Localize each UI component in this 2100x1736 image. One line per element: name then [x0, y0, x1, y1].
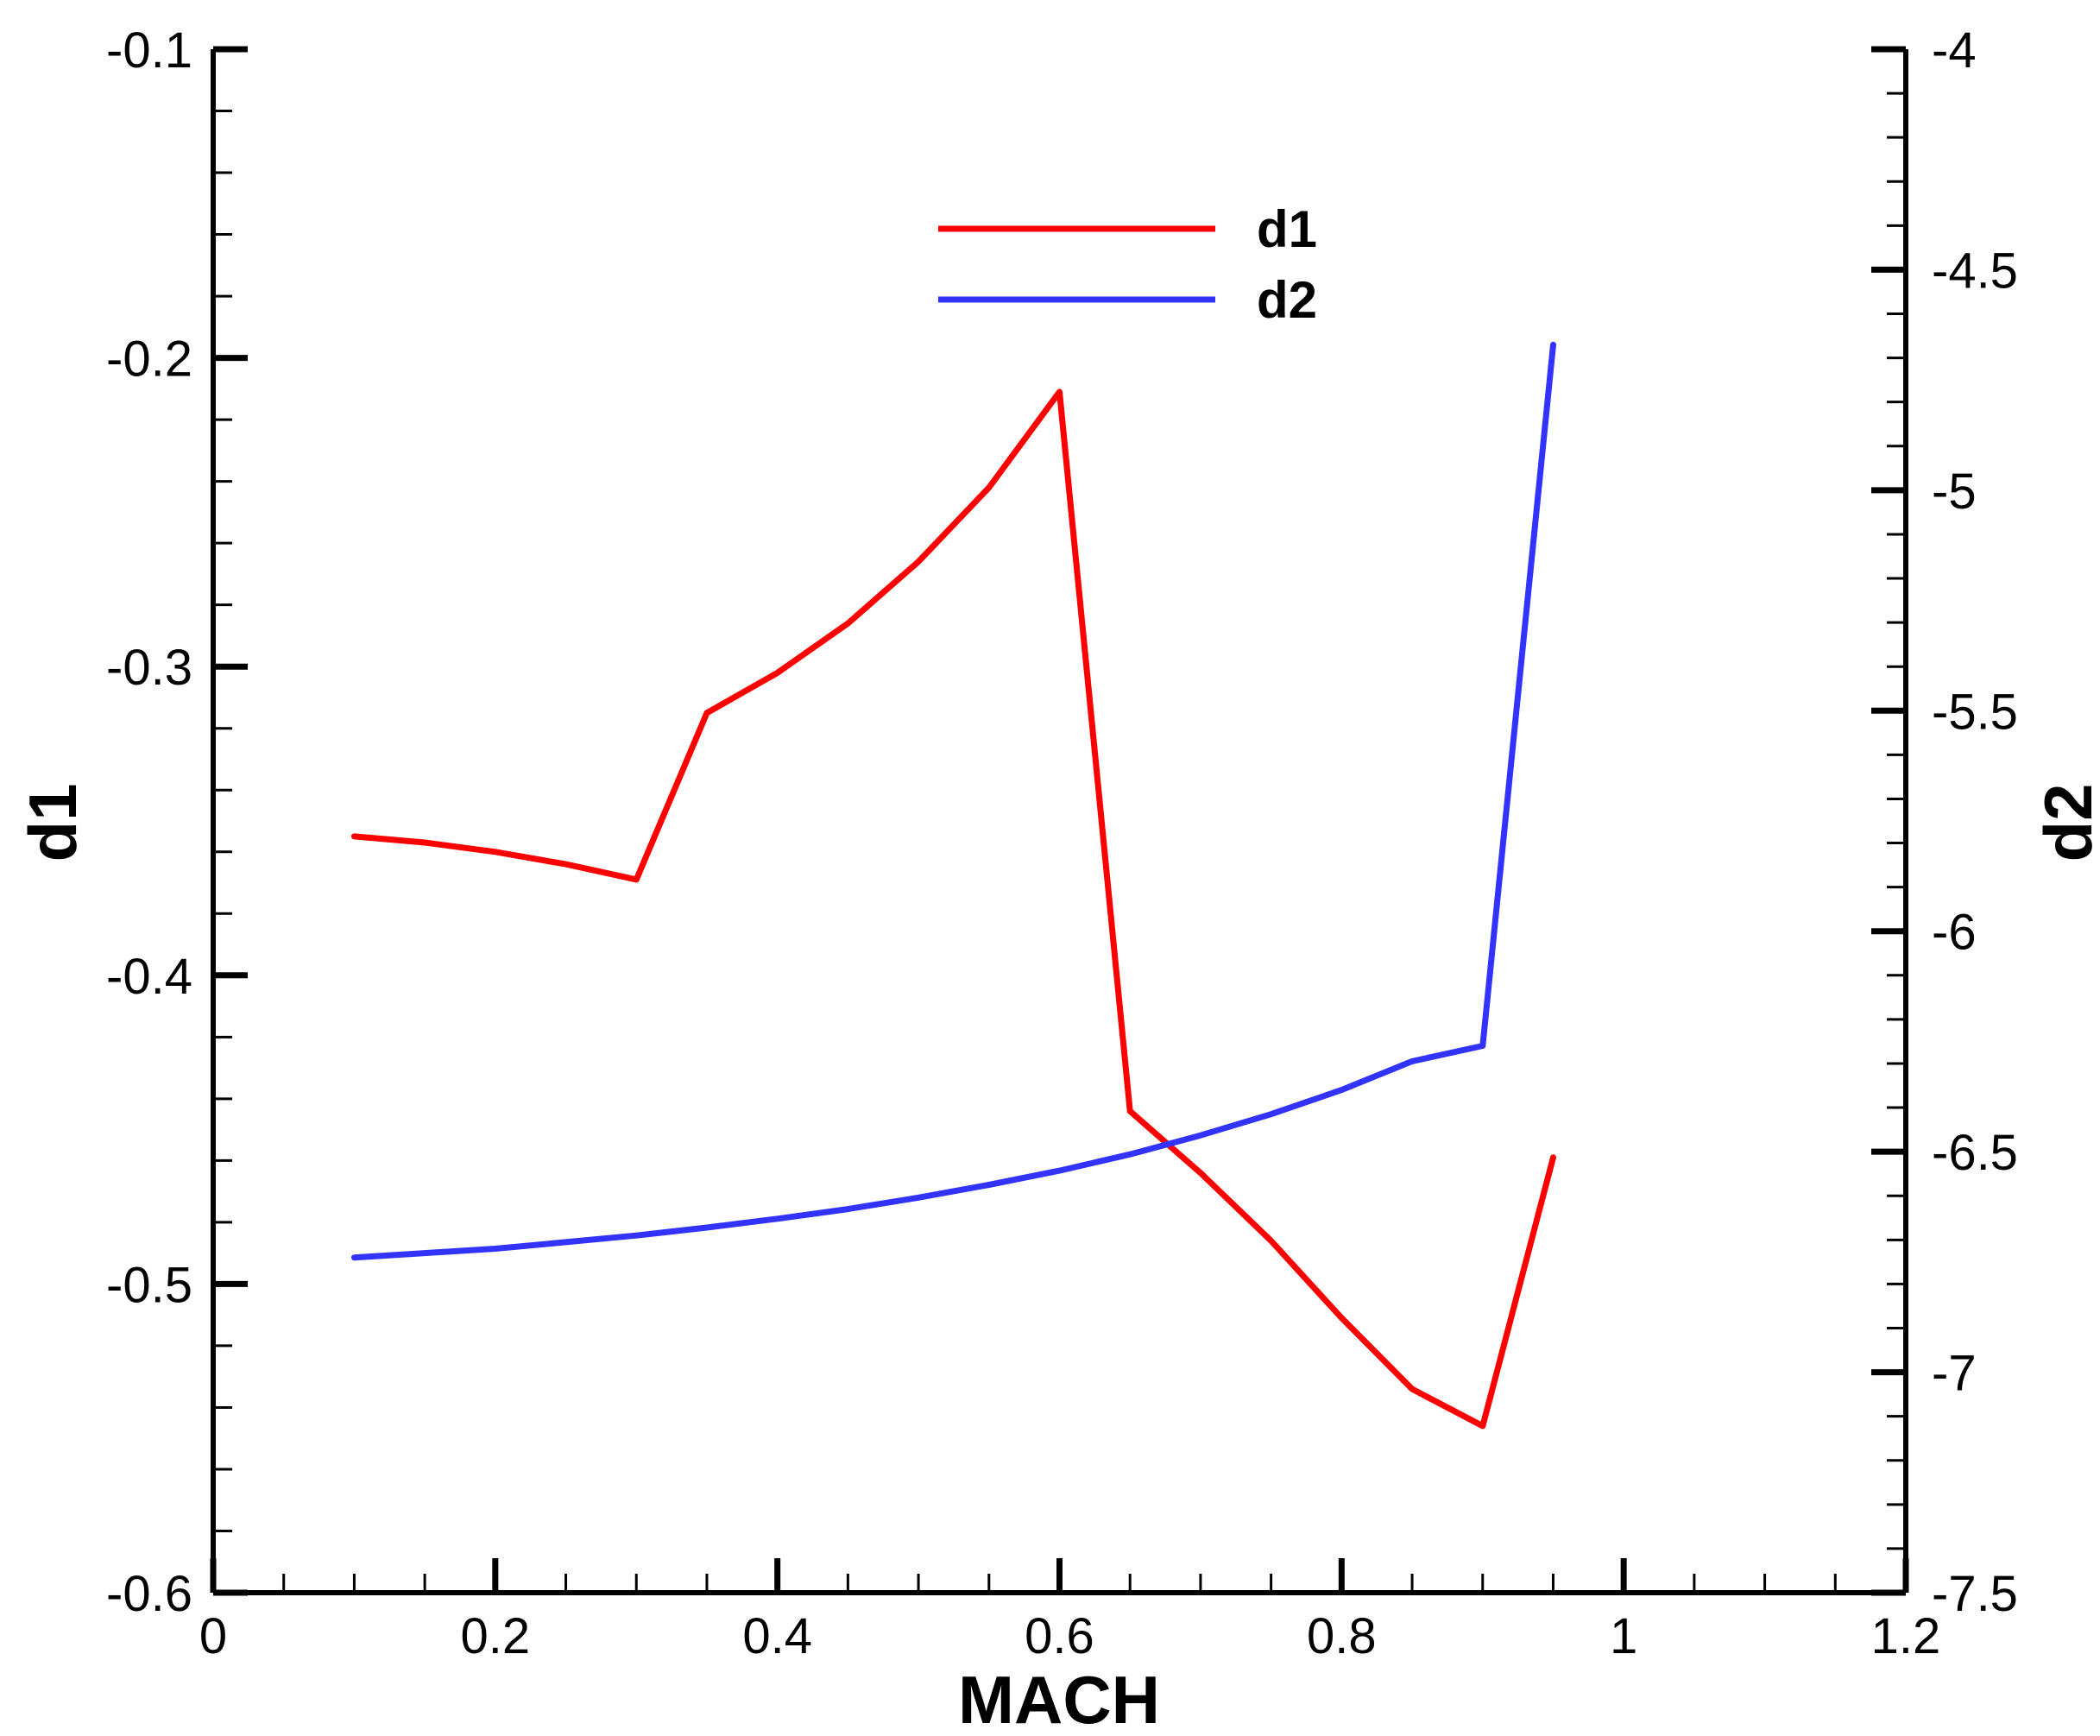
- series-line-d2: [350, 341, 1556, 1261]
- x-tick-label: 1: [1610, 1608, 1637, 1664]
- y2-tick-label: -6.5: [1932, 1125, 2018, 1181]
- legend-label-d1: d1: [1257, 200, 1317, 258]
- plot-frame: [211, 49, 1908, 1595]
- y2-tick-label: -5: [1932, 464, 1977, 520]
- y-axis-title: d1: [15, 783, 91, 862]
- legend: d1 d2: [938, 200, 1317, 329]
- x-axis-title: MACH: [958, 1662, 1160, 1736]
- legend-label-d2: d2: [1257, 271, 1317, 329]
- y2-tick-label: -4: [1932, 22, 1977, 79]
- y-tick-label: -0.3: [106, 640, 192, 696]
- y2-tick-label: -5.5: [1932, 684, 2018, 740]
- y-tick-label: -0.2: [106, 331, 192, 388]
- x-tick-label: 1.2: [1871, 1608, 1941, 1664]
- y2-tick-label: -7: [1932, 1346, 1977, 1402]
- y-tick-label: -0.1: [106, 22, 192, 79]
- series-line-d1: [350, 388, 1556, 1430]
- y2-tick-label: -4.5: [1932, 243, 2018, 299]
- x-tick-label: 0: [199, 1608, 227, 1664]
- x-tick-label: 0.6: [1025, 1608, 1094, 1664]
- x-tick-label: 0.2: [461, 1608, 531, 1664]
- y2-axis-title: d2: [2030, 783, 2100, 862]
- y-tick-label: -0.4: [106, 949, 192, 1005]
- x-tick-label: 0.4: [742, 1608, 812, 1664]
- tick-labels: 0 0.2 0.4 0.6 0.8 1 1.2 -0.6 -0.5 -0.4 -0.3 -0.2 -0.…: [106, 22, 2018, 1664]
- series-layer: [350, 341, 1556, 1430]
- y-tick-label: -0.5: [106, 1257, 192, 1313]
- y-tick-label: -0.6: [106, 1566, 192, 1622]
- y2-tick-label: -7.5: [1932, 1566, 2018, 1622]
- x-tick-label: 0.8: [1307, 1608, 1377, 1664]
- axis-ticks: [210, 46, 1909, 1596]
- y2-tick-label: -6: [1932, 905, 1977, 961]
